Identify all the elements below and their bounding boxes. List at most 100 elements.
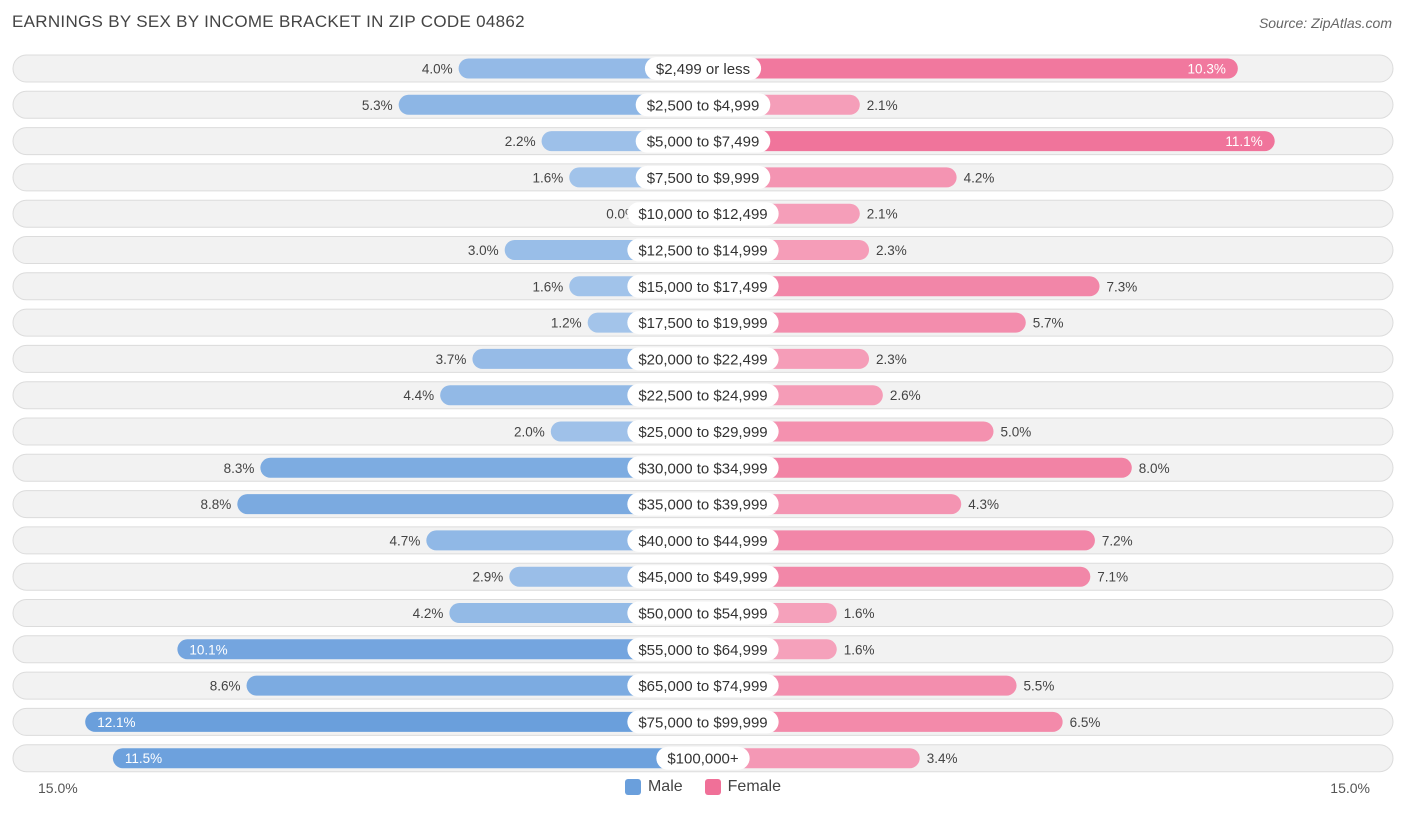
value-label-female: 7.1% bbox=[1097, 570, 1128, 585]
category-pill bbox=[627, 274, 779, 298]
bar-row: 1.6% 7.3% $15,000 to $17,499 bbox=[12, 272, 1394, 301]
value-label-female: 4.3% bbox=[968, 497, 999, 512]
category-label: $15,000 to $17,499 bbox=[638, 279, 767, 296]
value-label-female: 7.2% bbox=[1102, 533, 1133, 548]
category-pill bbox=[656, 746, 750, 770]
category-label: $100,000+ bbox=[667, 751, 739, 768]
bar-row: 12.1% 6.5% $75,000 to $99,999 bbox=[12, 707, 1394, 736]
category-pill bbox=[627, 420, 779, 443]
value-label-female: 5.0% bbox=[1001, 425, 1032, 440]
legend: Male Female bbox=[0, 778, 1406, 796]
category-label: $5,000 to $7,499 bbox=[647, 134, 760, 151]
value-label-female: 10.3% bbox=[1188, 62, 1226, 77]
category-pill bbox=[627, 528, 779, 552]
category-pill bbox=[635, 129, 771, 153]
value-label-male: 11.5% bbox=[125, 751, 162, 766]
category-label: $25,000 to $29,999 bbox=[638, 424, 767, 441]
category-label: $65,000 to $74,999 bbox=[638, 678, 767, 695]
category-pill bbox=[627, 565, 779, 589]
value-label-male: 12.1% bbox=[97, 715, 135, 730]
category-label: $55,000 to $64,999 bbox=[638, 642, 767, 659]
bar-male bbox=[260, 457, 703, 478]
category-label: $12,500 to $14,999 bbox=[638, 243, 767, 260]
category-pill bbox=[635, 165, 771, 189]
bar-male bbox=[458, 58, 703, 79]
bar-row: 4.0% 10.3% $2,499 or less bbox=[12, 54, 1394, 83]
category-label: $30,000 to $34,999 bbox=[638, 460, 767, 477]
category-label: $50,000 to $54,999 bbox=[638, 606, 767, 623]
chart: 4.0% 10.3% $2,499 or less 5.3% 2.1% $2,500 to… bbox=[12, 54, 1394, 773]
category-pill bbox=[627, 710, 779, 734]
value-label-male: 8.8% bbox=[201, 497, 232, 512]
bar-row: 4.4% 2.6% $22,500 to $24,999 bbox=[12, 381, 1394, 410]
legend-label-female: Female bbox=[727, 778, 782, 795]
bar-female bbox=[703, 58, 1238, 79]
value-label-male: 4.4% bbox=[403, 388, 434, 403]
value-label-male: 1.6% bbox=[532, 279, 563, 294]
bar-female bbox=[703, 457, 1132, 478]
bar-male bbox=[398, 94, 703, 115]
category-label: $7,500 to $9,999 bbox=[647, 170, 760, 187]
bar-male bbox=[246, 675, 704, 696]
legend-swatch-male bbox=[624, 779, 641, 795]
value-label-male: 4.7% bbox=[390, 533, 421, 548]
category-pill bbox=[627, 637, 779, 661]
legend-label-male: Male bbox=[647, 778, 683, 795]
value-label-female: 3.4% bbox=[927, 751, 958, 766]
value-label-male: 5.3% bbox=[362, 98, 393, 113]
axis-left-label: 15.0% bbox=[38, 780, 78, 796]
value-label-female: 7.3% bbox=[1107, 279, 1138, 294]
bar-row: 10.1% 1.6% $55,000 to $64,999 bbox=[12, 635, 1394, 664]
bar-row: 3.0% 2.3% $12,500 to $14,999 bbox=[12, 236, 1394, 264]
bar-female bbox=[703, 748, 920, 769]
value-label-female: 2.1% bbox=[867, 98, 898, 113]
bar-female bbox=[703, 312, 1026, 333]
category-pill bbox=[627, 456, 779, 480]
value-label-female: 2.6% bbox=[890, 388, 921, 403]
value-label-female: 1.6% bbox=[844, 606, 875, 621]
value-label-male: 4.2% bbox=[413, 606, 444, 621]
value-label-male: 1.6% bbox=[532, 170, 563, 185]
value-label-male: 8.6% bbox=[210, 679, 241, 694]
value-label-female: 5.5% bbox=[1024, 679, 1055, 694]
bar-female bbox=[703, 675, 1017, 696]
category-label: $35,000 to $39,999 bbox=[638, 497, 767, 514]
value-label-male: 2.2% bbox=[505, 134, 536, 149]
value-label-female: 1.6% bbox=[844, 642, 875, 657]
legend-item-female[interactable]: Female bbox=[704, 778, 782, 796]
legend-swatch-female bbox=[704, 779, 721, 795]
category-label: $2,499 or less bbox=[656, 61, 750, 78]
category-label: $17,500 to $19,999 bbox=[638, 315, 767, 332]
value-label-female: 11.1% bbox=[1225, 134, 1262, 149]
category-label: $10,000 to $12,499 bbox=[638, 206, 767, 223]
bar-row: 11.5% 3.4% $100,000+ bbox=[12, 744, 1394, 773]
value-label-male: 1.2% bbox=[551, 316, 582, 331]
value-label-male: 2.0% bbox=[514, 425, 545, 440]
value-label-female: 5.7% bbox=[1033, 316, 1064, 331]
category-pill bbox=[644, 57, 762, 80]
category-pill bbox=[635, 93, 771, 117]
bar-male bbox=[85, 711, 703, 732]
legend-item-male[interactable]: Male bbox=[624, 778, 683, 796]
category-pill bbox=[627, 383, 779, 407]
value-label-male: 2.9% bbox=[473, 570, 504, 585]
category-pill bbox=[627, 492, 779, 516]
category-pill bbox=[627, 347, 779, 371]
category-label: $75,000 to $99,999 bbox=[638, 714, 767, 731]
category-label: $45,000 to $49,999 bbox=[638, 569, 767, 586]
value-label-male: 3.7% bbox=[436, 352, 467, 367]
chart-title: EARNINGS BY SEX BY INCOME BRACKET IN ZIP… bbox=[12, 12, 525, 31]
bar-row: 8.3% 8.0% $30,000 to $34,999 bbox=[12, 453, 1394, 482]
bar-row: 1.2% 5.7% $17,500 to $19,999 bbox=[12, 308, 1394, 337]
bar-male bbox=[177, 639, 703, 660]
category-pill bbox=[627, 311, 779, 335]
bar-row: 2.9% 7.1% $45,000 to $49,999 bbox=[12, 562, 1394, 591]
category-pill bbox=[627, 202, 779, 226]
bar-row: 8.8% 4.3% $35,000 to $39,999 bbox=[12, 490, 1394, 519]
value-label-male: 4.0% bbox=[422, 62, 453, 77]
value-label-female: 2.3% bbox=[876, 243, 907, 258]
category-pill bbox=[627, 238, 779, 262]
bar-row: 4.7% 7.2% $40,000 to $44,999 bbox=[12, 526, 1394, 555]
bar-row: 1.6% 4.2% $7,500 to $9,999 bbox=[12, 163, 1394, 192]
bar-female bbox=[703, 131, 1275, 152]
